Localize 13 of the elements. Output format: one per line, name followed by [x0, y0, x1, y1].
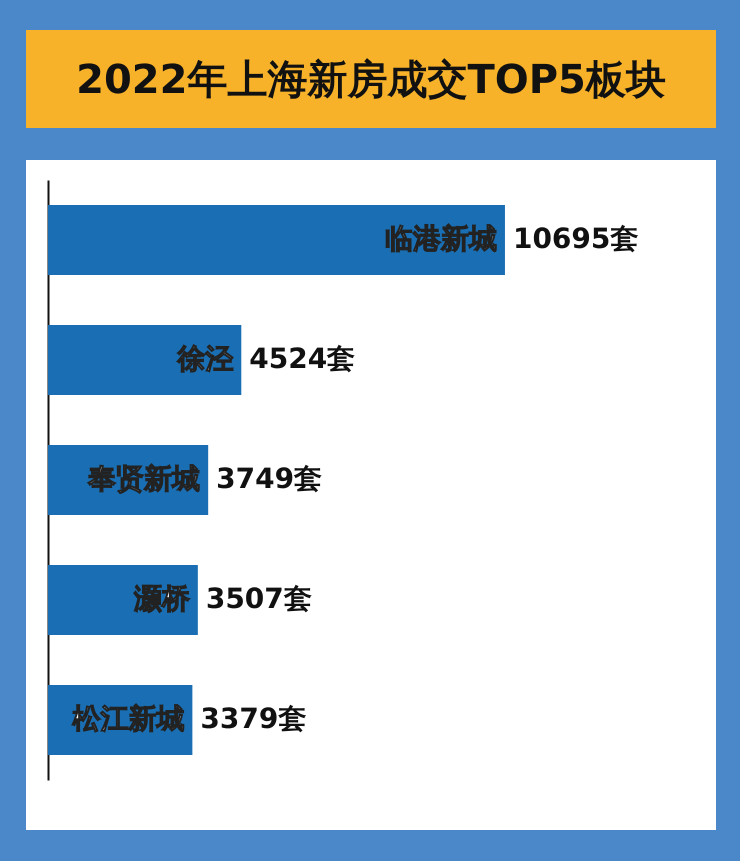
bar — [48, 205, 505, 275]
y-tick-label: 奉贤新城 — [87, 462, 200, 495]
data-label: 4524套 — [249, 342, 356, 375]
y-tick-label: 临港新城 — [384, 222, 497, 255]
data-label: 3749套 — [216, 462, 322, 495]
y-tick-label: 松江新城 — [71, 702, 184, 735]
y-tick-label: 灏桥 — [132, 582, 191, 615]
data-label: 10695套 — [512, 222, 638, 255]
data-label: 3379套 — [200, 702, 306, 735]
chart-title: 2022年上海新房成交TOP5板块 — [76, 56, 666, 104]
y-tick-label: 徐泾 — [176, 342, 234, 375]
bar — [48, 325, 242, 395]
data-label: 3507套 — [206, 582, 312, 615]
